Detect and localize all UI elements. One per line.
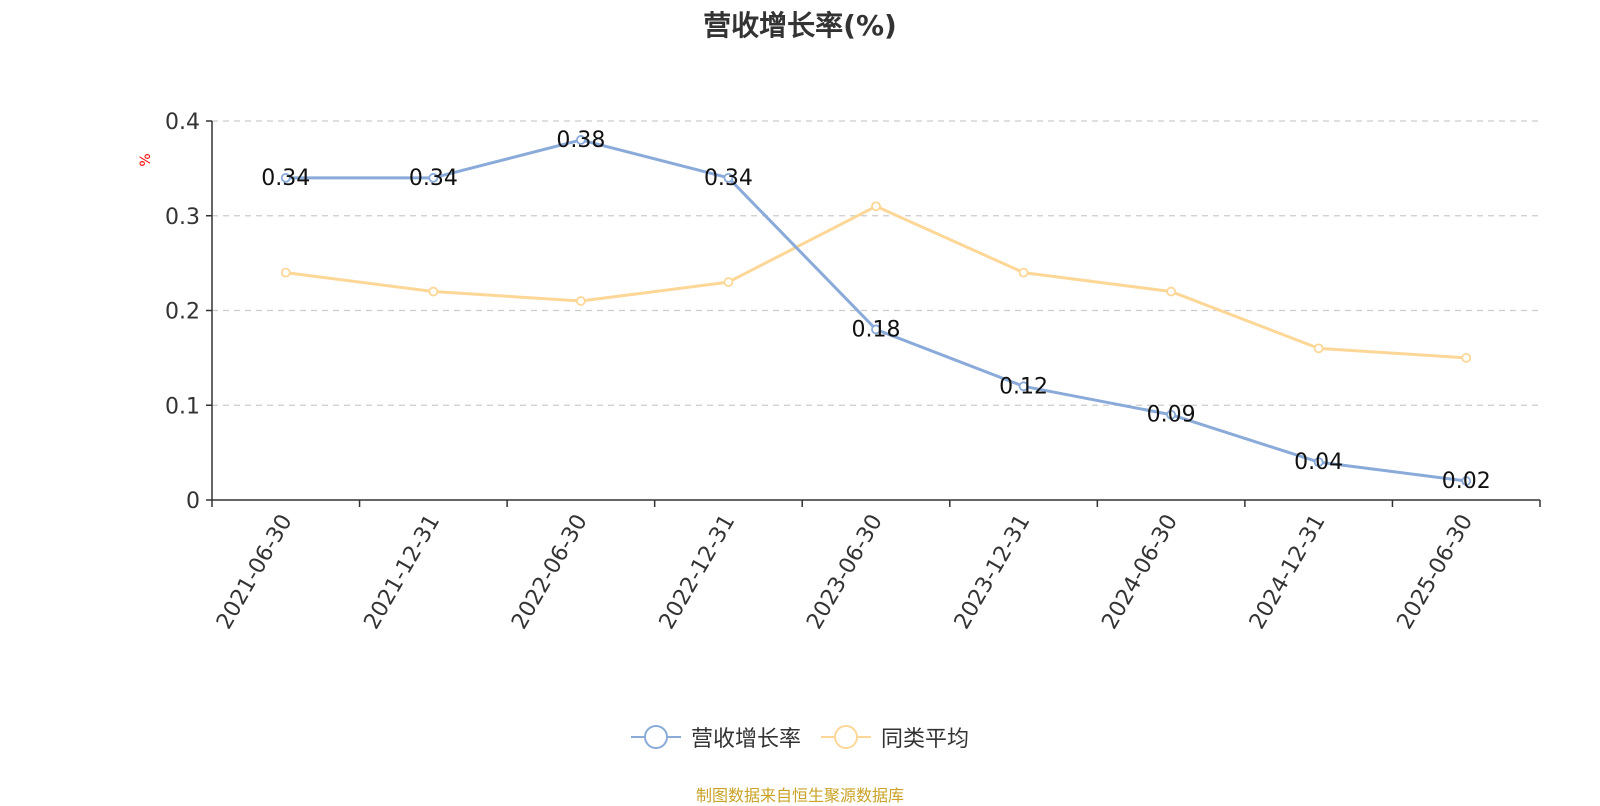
source-note: 制图数据来自恒生聚源数据库 bbox=[695, 786, 904, 805]
data-point bbox=[1018, 267, 1029, 278]
data-label: 0.38 bbox=[556, 128, 605, 153]
x-tick-label: 2023-12-31 bbox=[950, 510, 1036, 633]
legend-label: 营收增长率 bbox=[690, 727, 801, 752]
gridlines bbox=[212, 120, 1540, 406]
data-label: 0.34 bbox=[704, 166, 753, 191]
y-tick-label: 0.1 bbox=[165, 394, 200, 419]
data-point bbox=[428, 286, 439, 297]
legend-marker-icon bbox=[821, 725, 871, 749]
y-tick-label: 0 bbox=[186, 489, 200, 514]
data-label: 0.34 bbox=[261, 166, 310, 191]
data-point bbox=[575, 135, 586, 145]
data-point bbox=[1166, 409, 1177, 420]
data-label: 0.12 bbox=[999, 374, 1048, 399]
y-tick-label: 0.3 bbox=[165, 205, 200, 230]
data-point bbox=[871, 201, 881, 212]
data-point bbox=[1461, 352, 1472, 363]
data-point bbox=[1313, 457, 1324, 468]
x-tick-label: 2021-06-30 bbox=[212, 510, 298, 633]
data-point bbox=[723, 172, 734, 183]
x-tick-label: 2025-06-30 bbox=[1393, 510, 1479, 633]
data-point bbox=[723, 277, 734, 287]
data-point bbox=[280, 172, 291, 183]
series-2 bbox=[280, 201, 1472, 363]
data-point bbox=[1461, 476, 1472, 486]
legend-item-2[interactable]: 同类平均 bbox=[821, 721, 969, 753]
x-axis: 2021-06-30 2021-12-31 2022-06-30 2022-12-31… bbox=[211, 499, 1541, 634]
data-label: 0.02 bbox=[1442, 469, 1491, 494]
x-tick-label: 2024-06-30 bbox=[1097, 510, 1183, 633]
data-label: 0.34 bbox=[409, 166, 458, 191]
data-label: 0.04 bbox=[1294, 450, 1343, 475]
series-group: 0.34 0.34 0.38 0.34 0.18 0.12 0.09 0.04 0.02 bbox=[261, 128, 1490, 494]
legend: 营收增长率 同类平均 bbox=[0, 722, 1600, 752]
chart-title: 营收增长率(%) bbox=[703, 9, 897, 42]
y-tick-label: 0.2 bbox=[165, 300, 200, 325]
y-axis: 0 0.1 0.2 0.3 0.4 bbox=[165, 110, 213, 514]
data-label: 0.09 bbox=[1147, 403, 1196, 428]
data-point bbox=[280, 267, 291, 278]
x-tick-label: 2024-12-31 bbox=[1245, 510, 1331, 633]
data-point bbox=[428, 172, 439, 183]
data-point bbox=[871, 324, 881, 335]
legend-item-1[interactable]: 营收增长率 bbox=[630, 721, 801, 753]
data-point bbox=[575, 296, 586, 306]
data-point bbox=[1166, 286, 1177, 297]
x-tick-label: 2022-06-30 bbox=[507, 510, 593, 633]
x-tick-label: 2022-12-31 bbox=[655, 510, 741, 633]
data-label: 0.18 bbox=[852, 317, 901, 342]
x-tick-label: 2021-12-31 bbox=[360, 510, 446, 633]
legend-label: 同类平均 bbox=[881, 727, 970, 752]
x-tick-label: 2023-06-30 bbox=[802, 510, 888, 633]
y-axis-label: % bbox=[138, 153, 154, 166]
y-tick-label: 0.4 bbox=[165, 110, 200, 135]
series-1 bbox=[280, 135, 1472, 486]
legend-marker-icon bbox=[630, 725, 681, 749]
data-point bbox=[1313, 343, 1324, 354]
data-point bbox=[1018, 381, 1029, 392]
